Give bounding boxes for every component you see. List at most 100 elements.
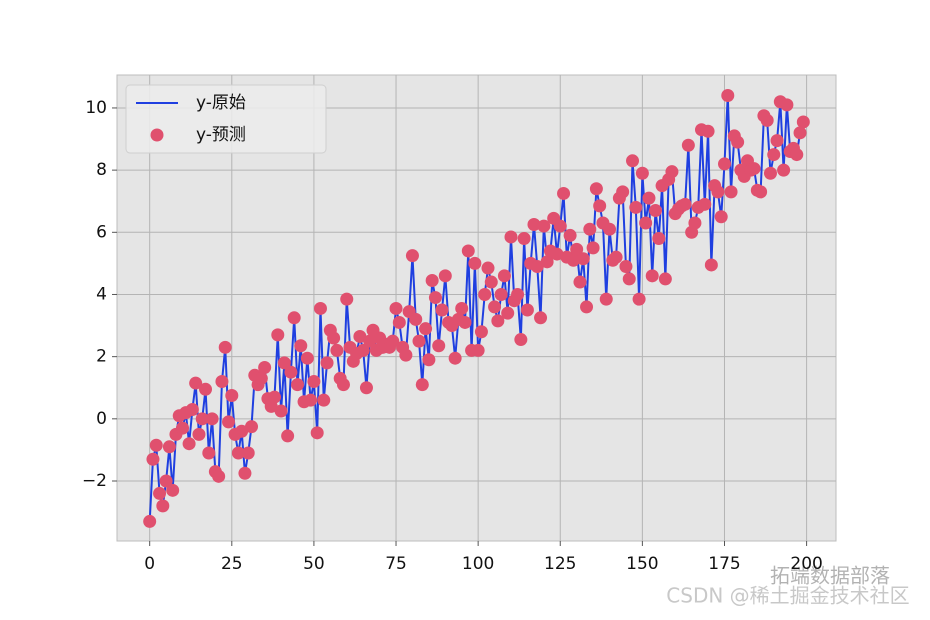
data-point: [353, 329, 367, 343]
x-tick-label: 25: [221, 554, 243, 574]
y-tick-label: 6: [96, 222, 107, 242]
data-point: [277, 356, 291, 370]
data-point: [235, 424, 249, 438]
data-point: [363, 334, 377, 348]
data-point: [534, 311, 548, 325]
y-tick-label: 8: [96, 160, 107, 180]
data-point: [501, 306, 515, 320]
data-point: [481, 261, 495, 275]
data-point: [770, 134, 784, 148]
data-point: [711, 185, 725, 199]
data-point: [721, 89, 735, 103]
data-point: [274, 404, 288, 418]
data-point: [793, 126, 807, 140]
data-point: [212, 469, 226, 483]
data-point: [409, 312, 423, 326]
data-point: [162, 440, 176, 454]
data-point: [714, 210, 728, 224]
data-point: [215, 375, 229, 389]
data-point: [448, 351, 462, 365]
data-point: [717, 157, 731, 171]
data-point: [790, 148, 804, 162]
data-point: [202, 446, 216, 460]
data-point: [166, 483, 180, 497]
data-point: [222, 415, 236, 429]
data-point: [195, 412, 209, 426]
data-point: [182, 437, 196, 451]
y-tick-label: 4: [96, 284, 107, 304]
data-point: [609, 250, 623, 264]
data-point: [340, 292, 354, 306]
data-point: [205, 412, 219, 426]
data-point: [284, 365, 298, 379]
data-point: [665, 165, 679, 179]
data-point: [527, 218, 541, 232]
data-point: [146, 452, 160, 466]
data-point: [225, 389, 239, 403]
data-point: [199, 382, 213, 396]
data-point: [176, 421, 190, 435]
data-point: [517, 232, 531, 246]
data-point: [563, 228, 577, 242]
y-tick-label: 0: [96, 409, 107, 429]
data-point: [599, 292, 613, 306]
data-point: [704, 258, 718, 272]
data-point: [317, 393, 331, 407]
data-point: [159, 474, 173, 488]
data-point: [754, 185, 768, 199]
data-point: [767, 148, 781, 162]
data-point: [455, 301, 469, 315]
data-point: [267, 390, 281, 404]
data-point: [724, 185, 738, 199]
legend-label: y-原始: [196, 93, 246, 113]
y-tick-label: 2: [96, 347, 107, 367]
data-point: [192, 427, 206, 441]
data-point: [231, 446, 245, 460]
data-point: [304, 393, 318, 407]
data-point: [468, 256, 482, 270]
data-point: [635, 166, 649, 180]
x-tick-label: 175: [708, 554, 740, 574]
data-point: [777, 163, 791, 177]
data-point: [425, 273, 439, 287]
data-point: [412, 334, 426, 348]
data-point: [290, 378, 304, 392]
data-point: [245, 420, 259, 434]
data-point: [652, 232, 666, 246]
data-point: [658, 272, 672, 286]
data-point: [258, 361, 272, 375]
data-point: [435, 303, 449, 317]
data-point: [458, 315, 472, 329]
data-point: [484, 275, 498, 289]
data-point: [731, 135, 745, 149]
watermark: CSDN @稀土掘金技术社区: [666, 584, 909, 608]
data-point: [386, 334, 400, 348]
data-point: [586, 241, 600, 255]
legend: y-原始 y-预测: [125, 84, 327, 154]
data-point: [415, 378, 429, 392]
data-point: [281, 429, 295, 443]
data-point: [550, 247, 564, 261]
y-tick-label: 10: [85, 98, 107, 118]
data-point: [530, 259, 544, 273]
data-point: [642, 191, 656, 205]
data-point: [287, 311, 301, 325]
data-point: [573, 275, 587, 289]
data-point: [494, 287, 508, 301]
data-point: [763, 166, 777, 180]
data-point: [438, 269, 452, 283]
data-point: [254, 371, 268, 385]
x-tick-label: 150: [626, 554, 658, 574]
x-tick-label: 200: [790, 554, 822, 574]
data-point: [307, 375, 321, 389]
data-point: [553, 219, 567, 233]
data-point: [156, 499, 170, 513]
data-point: [422, 353, 436, 367]
data-point: [405, 249, 419, 263]
data-point: [313, 301, 327, 315]
data-point: [645, 269, 659, 283]
data-point: [241, 446, 255, 460]
data-point: [336, 378, 350, 392]
data-point: [271, 328, 285, 342]
data-point: [218, 340, 232, 354]
